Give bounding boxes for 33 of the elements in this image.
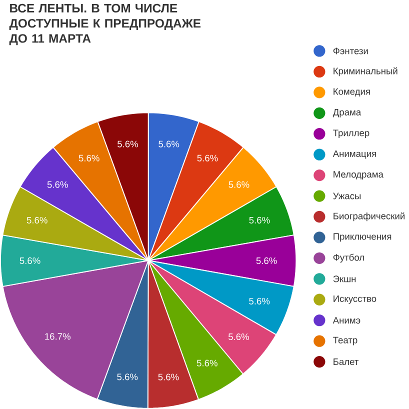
data-label: 5.6% <box>118 140 138 148</box>
legend-label: Мелодрама <box>334 171 384 180</box>
legend-label: Ужасы <box>333 192 361 200</box>
legend-label: Приключения <box>334 233 392 242</box>
chart-title: ВСЕ ЛЕНТЫ. В ТОМ ЧИСЛЕ ДОСТУПНЫЕ К ПРЕДПРОДАЖЕ ДО 11 МАРТА <box>9 4 201 46</box>
data-label: 5.6% <box>78 154 100 162</box>
legend-label: Комедия <box>334 88 370 97</box>
data-label: 5.6% <box>158 374 179 380</box>
legend-label: Драма <box>332 109 362 118</box>
legend-label: Экшн <box>333 276 356 282</box>
data-label: 5.6% <box>197 154 218 162</box>
data-label: 5.6% <box>256 257 277 264</box>
data-label: 5.6% <box>26 217 48 224</box>
data-label: 5.6% <box>117 374 138 380</box>
data-label: 16.7% <box>45 333 70 340</box>
legend-label: Балет <box>334 358 359 366</box>
data-label: 5.6% <box>249 217 270 224</box>
data-label: 5.6% <box>196 360 218 366</box>
legend-label: Биографический <box>334 212 404 222</box>
data-label: 5.6% <box>20 257 40 264</box>
data-label: 5.6% <box>47 181 68 188</box>
legend-label: Искусство <box>334 296 376 304</box>
data-label: 5.6% <box>249 298 270 305</box>
legend-label: Триллер <box>333 130 370 138</box>
legend-label: Анимэ <box>332 317 360 324</box>
legend-label: Фэнтези <box>333 48 368 54</box>
data-label: 5.6% <box>158 140 180 148</box>
data-label: 5.6% <box>228 181 250 188</box>
legend-label: Анимация <box>332 150 376 159</box>
legend-label: Криминальный <box>334 67 398 76</box>
data-label: 5.6% <box>228 334 250 340</box>
legend-label: Футбол <box>333 254 364 263</box>
legend-label: Театр <box>333 336 358 346</box>
